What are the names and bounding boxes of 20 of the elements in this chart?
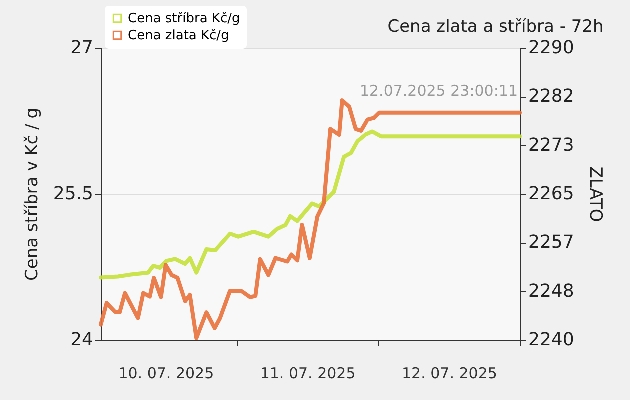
legend-label: Cena zlata Kč/g (128, 28, 230, 44)
y2-tick-label: 2257 (528, 232, 574, 254)
x-tick-label: 10. 07. 2025 (118, 364, 214, 382)
y2-tick-label: 2290 (528, 38, 574, 58)
legend-label: Cena stříbra Kč/g (128, 12, 240, 26)
y-tick-label: 24 (70, 330, 94, 350)
x-tick-label: 12. 07. 2025 (402, 364, 498, 382)
y2-axis-title: ZLATO (585, 166, 606, 222)
y2-tick-label: 2282 (528, 86, 574, 108)
y2-tick-label: 2265 (528, 184, 574, 204)
y-axis-title: Cena stříbra v Kč / g (22, 108, 42, 282)
line-series (99, 130, 522, 280)
y2-tick-label: 2248 (528, 280, 574, 302)
y2-tick-label: 2240 (528, 330, 574, 350)
y2-tick-label: 2273 (528, 134, 574, 156)
annotation: 12.07.2025 23:00:11 (360, 82, 518, 100)
y-tick-label: 27 (70, 38, 94, 58)
y-tick-label: 25.5 (53, 184, 94, 204)
x-tick-label: 11. 07. 2025 (260, 364, 356, 382)
chart-title: Cena zlata a stříbra - 72h (388, 17, 604, 37)
